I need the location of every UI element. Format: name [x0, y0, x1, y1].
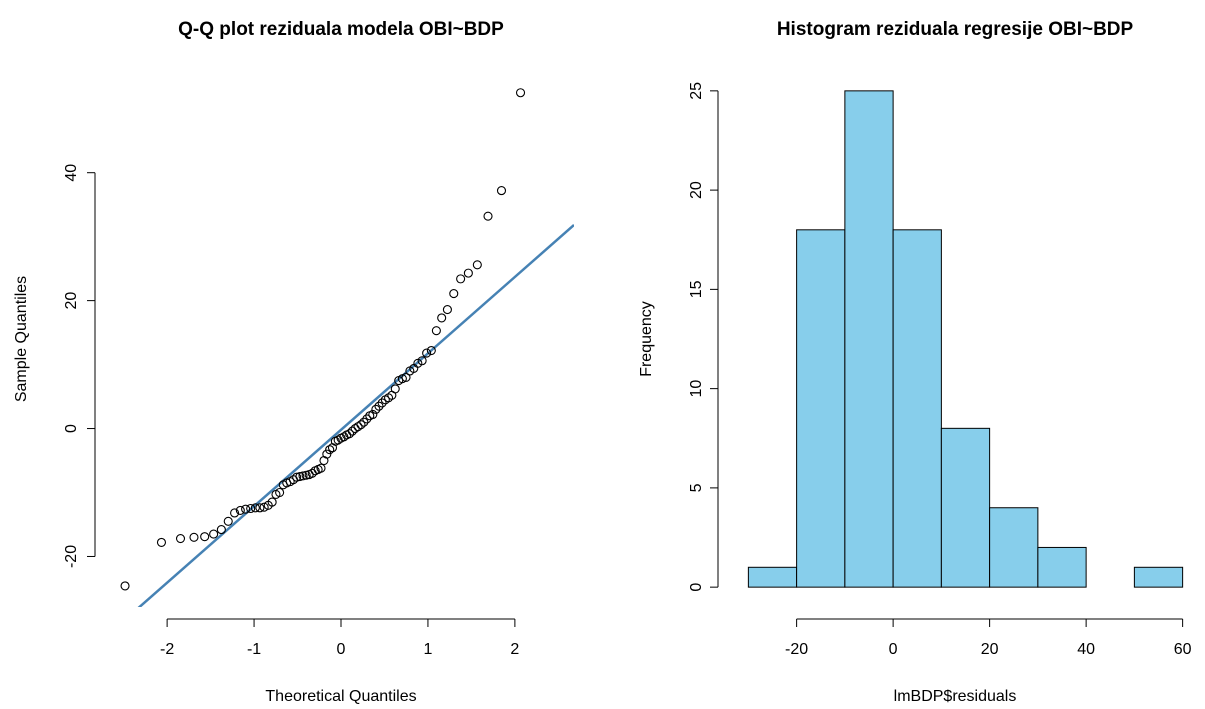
x-tick-label: 40 [1077, 641, 1095, 658]
y-tick-label: 0 [688, 583, 705, 592]
x-tick-label: 0 [889, 641, 898, 658]
data-point [200, 532, 210, 542]
data-point [368, 409, 378, 420]
data-point [295, 471, 305, 482]
bar [1037, 546, 1087, 588]
data-point [353, 422, 363, 432]
x-tick-label: 60 [1174, 641, 1192, 658]
x-axis-label: lmBDP$residuals [894, 688, 1017, 705]
data-point [250, 503, 260, 513]
y-axis-label: Frequency [638, 301, 655, 377]
data-point [175, 534, 186, 544]
y-tick-label: 25 [688, 82, 705, 100]
data-point [325, 445, 335, 455]
data-point [390, 384, 400, 394]
data-point [397, 374, 407, 384]
chart-panel: Histogram reziduala regresije OBI~BDP lmB… [638, 19, 1191, 705]
data-point [275, 487, 285, 498]
x-axis-label: Theoretical Quantiles [265, 688, 416, 705]
data-point [292, 472, 302, 482]
x-tick-label: 2 [510, 641, 519, 658]
x-tick-label: -20 [785, 641, 808, 658]
data-point [347, 426, 357, 436]
data-point [371, 404, 381, 414]
data-point [356, 420, 366, 430]
data-point [449, 289, 459, 299]
y-tick-label: 10 [688, 380, 705, 398]
data-point [437, 313, 447, 323]
data-point [362, 414, 372, 424]
data-point [316, 463, 326, 473]
bar [747, 566, 798, 588]
y-tick-label: -20 [63, 545, 80, 568]
y-tick-label: 40 [63, 164, 80, 182]
x-tick-label: 1 [423, 641, 432, 658]
data-point [374, 401, 384, 411]
data-point [515, 88, 526, 98]
y-tick-label: 20 [63, 292, 80, 310]
data-point [246, 503, 256, 514]
y-axis-label: Sample Quantiles [13, 276, 30, 402]
data-point [483, 211, 493, 221]
bar [989, 507, 1039, 588]
data-point [267, 497, 277, 507]
bar [844, 90, 894, 588]
x-tick-label: -1 [247, 641, 261, 658]
data-point [422, 348, 432, 358]
data-point [209, 529, 219, 539]
data-point [496, 186, 507, 196]
y-tick-label: 20 [688, 181, 705, 199]
x-tick-label: -2 [160, 641, 174, 658]
data-point [230, 508, 240, 518]
bar [892, 229, 942, 588]
x-tick-label: 0 [337, 641, 346, 658]
data-point [426, 345, 436, 356]
data-point [359, 417, 369, 427]
y-tick-label: 15 [688, 280, 705, 298]
data-point [216, 525, 226, 535]
chart-title: Q-Q plot reziduala modela OBI~BDP [178, 19, 504, 40]
data-point [223, 516, 233, 526]
data-point [431, 326, 441, 336]
data-point [417, 356, 427, 366]
y-tick-label: 0 [63, 424, 80, 433]
data-point [120, 581, 130, 591]
data-point [463, 268, 473, 278]
y-tick-label: 5 [688, 483, 705, 492]
bar [796, 229, 846, 588]
x-tick-label: 20 [981, 641, 999, 658]
data-point [156, 537, 167, 547]
chart-title: Histogram reziduala regresije OBI~BDP [777, 19, 1134, 40]
data-point [344, 429, 355, 439]
bar [1133, 566, 1184, 588]
data-point [235, 505, 245, 515]
data-point [442, 305, 452, 315]
data-point [298, 471, 308, 481]
bar [940, 427, 991, 588]
data-point [472, 260, 482, 270]
data-point [189, 532, 199, 542]
data-point [377, 398, 387, 408]
data-point [456, 274, 466, 284]
reference-line [137, 224, 574, 607]
data-point [241, 504, 251, 514]
data-point [259, 502, 269, 512]
data-point [255, 503, 265, 513]
data-point [322, 449, 332, 459]
chart-panel: Q-Q plot reziduala modela OBI~BDP Theoret… [13, 19, 574, 705]
